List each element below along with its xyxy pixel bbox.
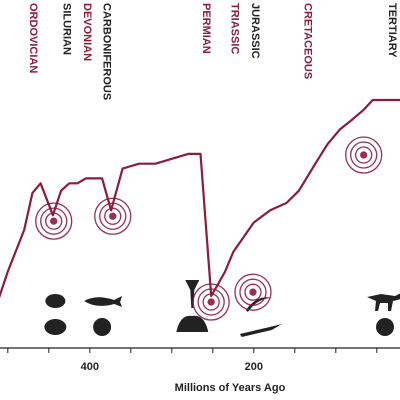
x-axis-title: Millions of Years Ago [175, 382, 286, 394]
shell-icon [376, 318, 394, 336]
x-tick-label: 400 [81, 361, 99, 373]
brachiopod-icon [44, 319, 67, 335]
period-label-permian: PERMIAN [200, 3, 212, 54]
extinction-marker [35, 202, 73, 240]
period-label-tertiary: TERTIARY [386, 3, 398, 58]
dinosaur-icon [367, 293, 400, 311]
crinoid-icon [185, 280, 200, 308]
x-axis: 400 200 [0, 347, 400, 373]
extinction-marker [345, 136, 383, 174]
fish-icon [84, 296, 123, 307]
diversity-line [0, 98, 400, 299]
period-label-carboniferous: CARBONIFEROUS [101, 3, 113, 100]
period-label-silurian: SILURIAN [60, 3, 72, 55]
period-label-ordovician: ORDOVICIAN [27, 3, 39, 73]
period-label-cretaceous: CRETACEOUS [302, 3, 314, 79]
dimetrodon-icon [176, 315, 209, 332]
ammonite-icon [93, 318, 112, 336]
period-label-triassic: TRIASSIC [229, 3, 241, 54]
extinction-marker [192, 283, 230, 321]
crocodile-icon [239, 324, 282, 337]
extinction-marker [234, 273, 272, 311]
extinction-markers [35, 136, 383, 321]
trilobite-icon [45, 294, 66, 308]
period-labels: CAMBRIANORDOVICIANSILURIANDEVONIANCARBON… [27, 3, 398, 100]
extinction-marker [94, 197, 132, 235]
fossil-silhouettes [44, 280, 400, 337]
diversity-series [0, 98, 400, 299]
period-label-devonian: DEVONIAN [81, 3, 93, 61]
x-tick-label: 200 [245, 361, 263, 373]
period-label-jurassic: JURASSIC [249, 3, 261, 59]
